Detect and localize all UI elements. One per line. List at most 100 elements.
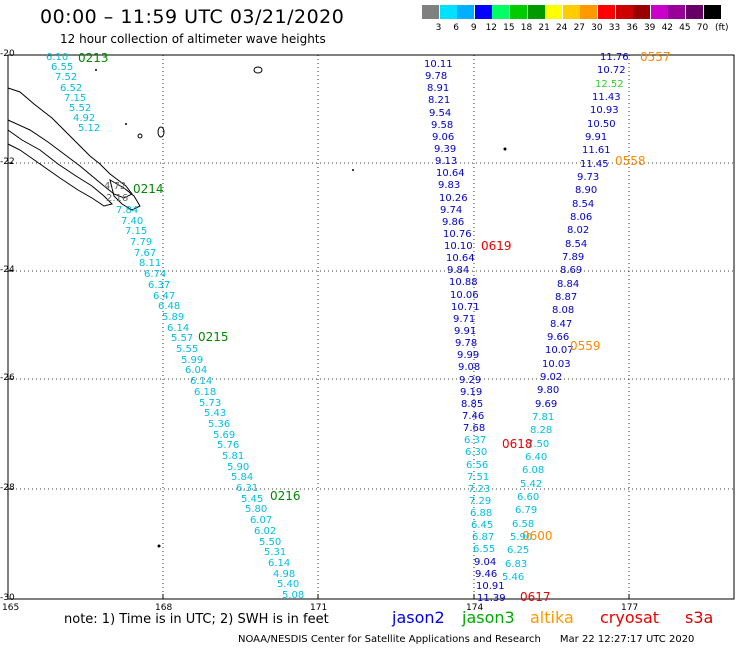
legend-s3a: s3a (685, 608, 714, 627)
axis-label: -26 (0, 373, 15, 383)
map-frame (7, 54, 735, 600)
wave-height-value: 6.37 (148, 280, 171, 291)
wave-height-value: 6.14 (167, 323, 190, 334)
wave-height-value: 9.78 (455, 338, 478, 349)
color-swatch (545, 5, 563, 19)
wave-height-value: 6.37 (464, 435, 487, 446)
wave-height-value: 7.52 (55, 72, 78, 83)
wave-height-value: 9.08 (458, 362, 481, 373)
wave-height-value: 9.39 (434, 144, 457, 155)
wave-height-value: 6.47 (153, 291, 176, 302)
wave-height-value: 8.87 (555, 292, 578, 303)
wave-height-value: 5.36 (208, 419, 231, 430)
wave-height-value: 5.52 (69, 103, 92, 114)
wave-height-value: 7.79 (130, 237, 153, 248)
color-scale-tick: 30 (591, 23, 603, 33)
color-swatch (615, 5, 633, 19)
wave-height-value: 8.06 (570, 212, 593, 223)
wave-height-value: 11.45 (580, 159, 609, 170)
wave-height-value: 5.89 (162, 312, 185, 323)
wave-height-value: 5.73 (199, 398, 222, 409)
wave-height-value: 6.55 (473, 544, 496, 555)
wave-height-value: 12.52 (595, 79, 624, 90)
wave-height-value: 9.86 (442, 217, 465, 228)
axis-label: -22 (0, 157, 15, 167)
wave-height-value: 8.02 (567, 225, 590, 236)
wave-height-value: 6.58 (512, 519, 535, 530)
wave-height-value: 7.15 (125, 226, 148, 237)
page-subtitle: 12 hour collection of altimeter wave hei… (60, 32, 326, 46)
color-scale-tick: 15 (503, 23, 515, 33)
wave-height-value: 6.83 (505, 559, 528, 570)
wave-height-value: 10.07 (545, 345, 574, 356)
wave-height-value: 5.69 (213, 430, 236, 441)
wave-height-value: 5.12 (78, 123, 101, 134)
color-swatch (562, 5, 580, 19)
wave-height-value: 6.08 (522, 465, 545, 476)
wave-height-value: 7.23 (468, 484, 491, 495)
wave-height-value: 9.83 (438, 180, 461, 191)
page-title: 00:00 – 11:59 UTC 03/21/2020 (40, 6, 345, 28)
pass-time-label: 0618 (502, 437, 533, 451)
wave-height-value: 2.16 (106, 193, 129, 204)
wave-height-value: 9.73 (577, 172, 600, 183)
wave-height-value: 8.91 (427, 83, 450, 94)
color-swatch (457, 5, 475, 19)
color-swatch (598, 5, 615, 19)
color-scale-unit: (ft) (715, 23, 729, 33)
wave-height-value: 5.43 (204, 408, 227, 419)
color-scale-tick: 12 (485, 23, 498, 33)
wave-height-value: 9.58 (431, 120, 454, 131)
wave-height-value: 6.30 (465, 447, 488, 458)
wave-height-value: 6.79 (515, 505, 538, 516)
wave-height-value: 8.85 (461, 399, 484, 410)
coastline (7, 87, 133, 199)
wave-height-value: 10.26 (439, 193, 468, 204)
wave-height-value: 5.90 (227, 462, 250, 473)
axis-label: -28 (0, 483, 15, 493)
wave-height-value: 9.69 (535, 399, 558, 410)
wave-height-value: 9.29 (459, 375, 482, 386)
color-scale-tick: 18 (520, 23, 533, 33)
axis-label: 165 (2, 603, 20, 613)
wave-height-value: 10.50 (587, 119, 616, 130)
color-swatch (510, 5, 527, 19)
wave-height-value: 9.91 (585, 132, 608, 143)
wave-height-value: 6.02 (254, 526, 277, 537)
island (125, 123, 127, 125)
wave-height-value: 9.71 (453, 314, 476, 325)
wave-height-value: 7.68 (463, 423, 486, 434)
wave-height-value: 5.45 (241, 494, 264, 505)
legend-jason2: jason2 (392, 608, 445, 627)
wave-height-value: 10.64 (446, 253, 475, 264)
wave-height-value: 11.39 (477, 593, 506, 604)
wave-height-value: 4.98 (273, 569, 296, 580)
wave-height-value: 11.76 (600, 52, 629, 63)
legend-altika: altika (530, 608, 574, 627)
color-swatch (668, 5, 686, 19)
wave-height-value: 4.72 (104, 181, 127, 192)
color-scale-tick: 33 (608, 23, 621, 33)
color-swatch (474, 5, 492, 19)
wave-height-value: 9.84 (447, 265, 470, 276)
color-scale-tick: 24 (555, 23, 568, 33)
wave-height-value: 7.67 (134, 248, 157, 259)
pass-time-label: 0214 (133, 182, 164, 196)
axis-label: -24 (0, 265, 15, 275)
wave-height-value: 6.88 (470, 508, 493, 519)
wave-height-value: 6.87 (472, 532, 495, 543)
wave-height-value: 8.08 (552, 305, 575, 316)
coastline (109, 178, 141, 211)
wave-height-value: 8.11 (139, 258, 162, 269)
wave-height-value: 7.51 (467, 472, 490, 483)
axis-label: -30 (0, 593, 15, 603)
wave-height-value: 9.78 (425, 71, 448, 82)
wave-height-value: 9.46 (475, 569, 498, 580)
wave-height-value: 6.55 (51, 62, 74, 73)
wave-height-value: 10.06 (450, 290, 479, 301)
island (253, 66, 263, 74)
wave-height-value: 8.54 (572, 199, 595, 210)
wave-height-value: 9.80 (537, 385, 560, 396)
wave-height-value: 5.57 (171, 333, 194, 344)
wave-height-value: 6.31 (236, 483, 259, 494)
